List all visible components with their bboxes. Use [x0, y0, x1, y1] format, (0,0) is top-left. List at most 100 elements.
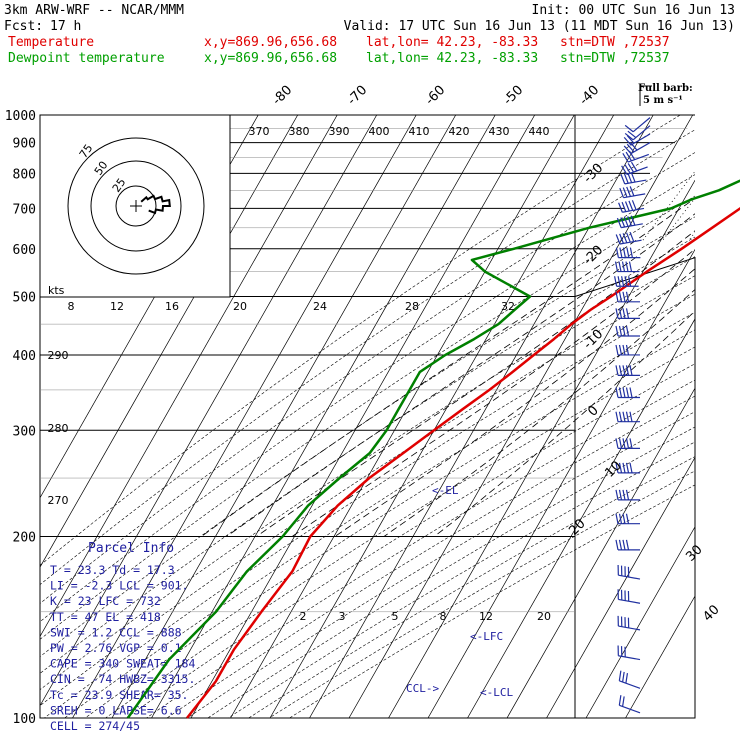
- wind-barb-flag: [629, 411, 633, 422]
- mixing-ratio-line: [714, 115, 740, 240]
- wind-barb: [620, 172, 647, 185]
- wind-barb-flag: [627, 163, 635, 173]
- theta-e-label: 8: [68, 300, 75, 313]
- mixing-ratio-line: [662, 197, 695, 241]
- wind-barb-flag: [625, 261, 629, 272]
- wind-barb-staff: [627, 153, 650, 163]
- fcst-label: Fcst:: [4, 19, 43, 34]
- mixing-ratio-label: 3: [339, 610, 346, 623]
- wind-barb-flag: [628, 261, 633, 272]
- wind-barb-flag: [615, 411, 619, 422]
- isotherm-line: [111, 115, 457, 718]
- barb-legend-title: Full barb:: [638, 83, 693, 94]
- wind-barb: [618, 200, 645, 213]
- theta-left-label: 270: [48, 494, 69, 507]
- hodograph-ring: [67, 137, 205, 275]
- wind-barb-flag: [622, 539, 626, 551]
- wind-barb-flag: [626, 186, 631, 197]
- theta-label: 400: [369, 125, 390, 138]
- dry-adiabat: [40, 195, 695, 640]
- wind-barb-flag: [615, 308, 619, 319]
- wind-barb: [614, 276, 639, 287]
- wind-barb-flag: [622, 387, 626, 398]
- dry-adiabat: [228, 441, 695, 718]
- moist-adiabat: [201, 197, 695, 537]
- wind-barb-flag: [630, 215, 636, 226]
- wind-barb: [615, 387, 640, 399]
- wind-barb-flag: [615, 513, 619, 524]
- theta-label: 440: [529, 125, 550, 138]
- mixing-ratio-label: 12: [479, 610, 493, 623]
- wind-barb-flag: [629, 387, 633, 398]
- level-marker: <-LCL: [480, 686, 513, 699]
- theta-e-label: 28: [405, 300, 419, 313]
- theta-label: 420: [449, 125, 470, 138]
- wind-barb-flag: [621, 165, 628, 175]
- wind-barb-flag: [615, 247, 619, 258]
- wind-barb-flag: [619, 233, 624, 244]
- wind-barb-flag: [622, 365, 626, 376]
- wind-barb-flag: [615, 387, 619, 398]
- pressure-label: 600: [13, 243, 36, 258]
- header-line-dewpoint: Dewpoint temperature x,y=869.96,656.68 l…: [8, 51, 670, 66]
- isotherm-label: 10: [602, 458, 624, 480]
- wind-barb-flag: [615, 489, 619, 500]
- fcst-value: 17 h: [50, 19, 81, 34]
- isotherm-label: -30: [581, 161, 607, 187]
- isotherm-line: [585, 526, 695, 718]
- wind-barb-flag: [615, 344, 619, 356]
- wind-barb: [623, 142, 651, 155]
- wind-barb-flag: [615, 291, 619, 302]
- wind-barb-flag: [625, 291, 630, 302]
- parcel-info-row: CELL = 274/45: [50, 719, 140, 733]
- pressure-label: 800: [13, 167, 36, 182]
- isotherm-label: -20: [581, 243, 607, 269]
- theta-left-label: 290: [48, 349, 69, 362]
- isotherm-line: [427, 248, 695, 718]
- wind-barb-staff: [618, 598, 641, 604]
- isotherm-label: -70: [345, 83, 371, 109]
- isotherm-line: [625, 595, 695, 718]
- wind-barb-flag: [628, 276, 632, 287]
- wind-barb-flag: [614, 276, 618, 287]
- dry-adiabat: [40, 174, 695, 623]
- init-time: Init: 00 UTC Sun 16 Jun 13: [532, 3, 736, 18]
- parcel-info-row: CAPE = 340 SWEAT= 184: [50, 657, 195, 671]
- temperature-line-coords: x,y=869.96,656.68: [204, 35, 337, 50]
- wind-barb-flag: [628, 150, 636, 160]
- wind-barb-flag: [627, 130, 637, 139]
- sounding-series: [126, 179, 740, 719]
- mixing-ratio-label: 2: [300, 610, 307, 623]
- isotherm-line: [40, 115, 338, 638]
- wind-barb-flag: [618, 308, 623, 319]
- wind-barb: [617, 645, 641, 661]
- wind-barb-flag: [615, 365, 619, 376]
- wind-barb-flag: [622, 152, 629, 163]
- wind-barb-staff: [624, 179, 647, 185]
- wind-barb: [618, 670, 641, 689]
- wind-barb: [622, 150, 650, 163]
- theta-label: 390: [329, 125, 350, 138]
- wind-barb-flag: [618, 387, 623, 398]
- wind-barb-staff: [623, 193, 646, 199]
- wind-barb-flag: [622, 247, 626, 258]
- moist-adiabat: [291, 248, 695, 537]
- wind-barb: [615, 344, 640, 356]
- moist-adiabat: [334, 268, 695, 537]
- wind-barb-flag: [622, 291, 626, 302]
- moist-adiabat: [256, 230, 695, 537]
- pressure-label: 700: [13, 202, 36, 217]
- wind-barb-flag: [631, 200, 637, 211]
- parcel-info-row: SREH = 0 LAPSE= 6.6: [50, 703, 182, 717]
- parcel-info-row: CIN = -74 HWBZ= 3315.: [50, 672, 195, 686]
- wind-barb: [615, 365, 640, 376]
- wind-barb-flag: [625, 673, 629, 684]
- theta-label: 430: [489, 125, 510, 138]
- pressure-label: 900: [13, 137, 36, 152]
- theta-e-label: 24: [313, 300, 327, 313]
- wind-barb-staff: [618, 655, 641, 661]
- wind-barbs: [614, 117, 651, 714]
- wind-barb-flag: [629, 462, 633, 473]
- wind-barb: [615, 231, 642, 245]
- wind-barb-flag: [629, 365, 633, 376]
